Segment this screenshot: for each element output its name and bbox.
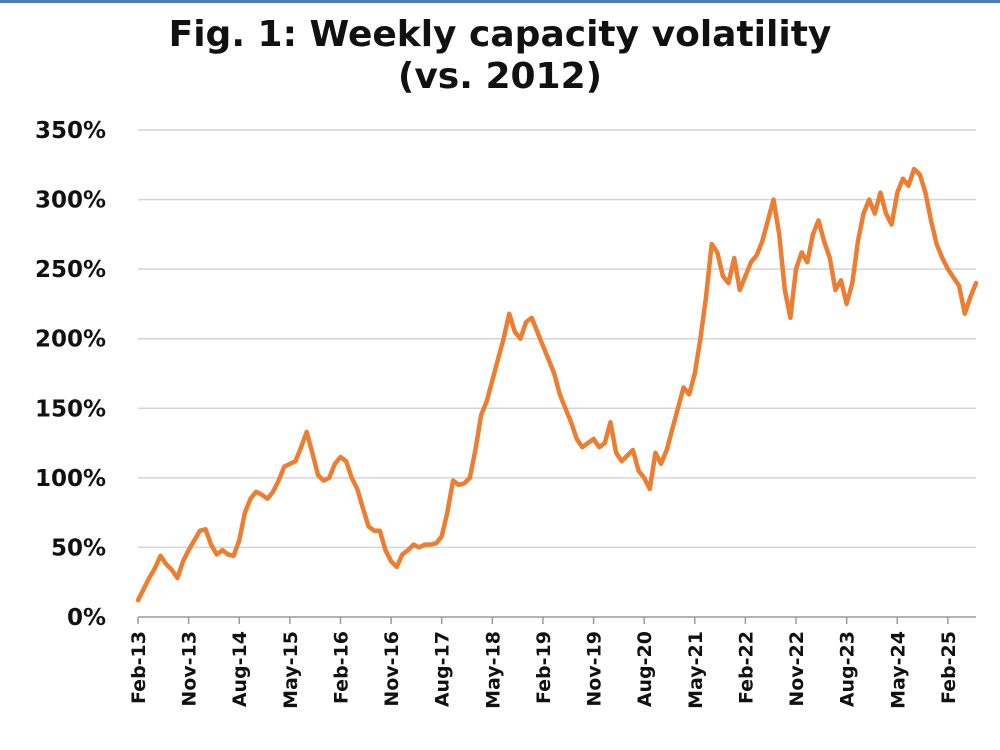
x-tick-label: May-18 (482, 631, 504, 709)
y-tick-label: 200% (35, 327, 106, 353)
y-tick-label: 150% (35, 396, 106, 422)
y-tick-label: 0% (67, 605, 106, 631)
y-tick-label: 50% (51, 535, 106, 561)
series-lines (135, 166, 979, 603)
top-border (0, 0, 1000, 3)
gridlines (138, 129, 976, 549)
x-tick-label: Aug-14 (229, 631, 251, 707)
x-tick-label: Feb-25 (938, 631, 960, 704)
x-tick-label: Feb-19 (533, 631, 555, 704)
x-tick-label: May-15 (280, 631, 302, 709)
series-line (135, 166, 979, 603)
chart-subtitle: (vs. 2012) (397, 56, 603, 97)
x-tick-labels: Feb-13 Nov-13 Aug-14 May-15 Feb-16 Nov-16 Aug-… (128, 631, 960, 709)
y-tick-label: 250% (35, 257, 106, 283)
y-tick-labels: 0% 50% 100% 150% 200% 250% 300% 350% (35, 118, 106, 631)
x-tick-label: Nov-22 (786, 631, 808, 707)
axes (137, 616, 976, 624)
x-tick-label: Aug-23 (837, 631, 859, 707)
x-tick-label: Nov-16 (381, 631, 403, 707)
x-tick-label: May-21 (685, 631, 707, 709)
y-tick-label: 300% (35, 188, 106, 214)
chart-title: Fig. 1: Weekly capacity volatility (168, 14, 832, 55)
x-tick-label: Nov-13 (179, 631, 201, 707)
x-tick-label: May-24 (887, 631, 909, 709)
x-tick-label: Feb-13 (128, 631, 150, 704)
x-tick-label: Feb-22 (735, 631, 757, 704)
y-tick-label: 100% (35, 466, 106, 492)
x-tick-label: Nov-19 (584, 631, 606, 707)
x-tick-label: Aug-20 (634, 631, 656, 707)
x-tick-label: Feb-16 (330, 631, 352, 704)
x-tick-label: Aug-17 (432, 631, 454, 707)
chart-title-block: Fig. 1: Weekly capacity volatility (vs. … (0, 14, 1000, 98)
y-tick-label: 350% (35, 118, 106, 144)
